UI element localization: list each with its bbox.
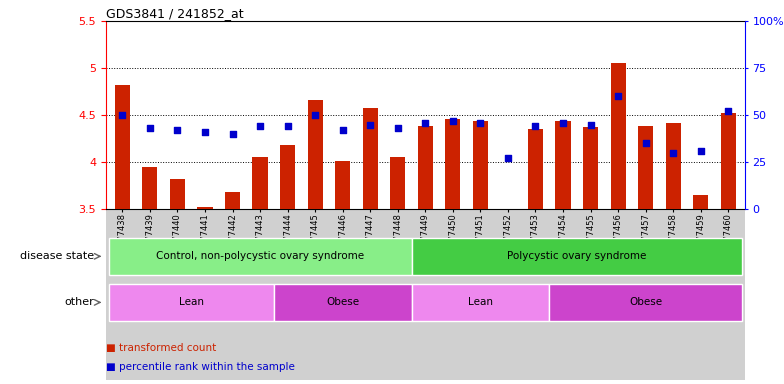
Point: [502, 156, 514, 162]
Bar: [335, 161, 350, 209]
Point: [336, 127, 349, 133]
Point: [143, 125, 156, 131]
Text: ■ percentile rank within the sample: ■ percentile rank within the sample: [106, 362, 295, 372]
Point: [254, 123, 267, 129]
Text: ■ transformed count: ■ transformed count: [106, 343, 216, 353]
Text: Polycystic ovary syndrome: Polycystic ovary syndrome: [507, 251, 647, 262]
Point: [391, 125, 404, 131]
Point: [171, 127, 183, 133]
Point: [667, 150, 680, 156]
Text: Control, non-polycystic ovary syndrome: Control, non-polycystic ovary syndrome: [156, 251, 364, 262]
Point: [364, 121, 376, 127]
Bar: [418, 126, 433, 209]
Text: Obese: Obese: [629, 297, 662, 308]
Text: other: other: [64, 297, 94, 308]
Point: [722, 108, 735, 114]
Text: Lean: Lean: [179, 297, 204, 308]
Bar: [693, 195, 708, 209]
Bar: [473, 121, 488, 209]
Bar: [252, 157, 267, 209]
Point: [281, 123, 294, 129]
Bar: [390, 157, 405, 209]
Bar: [611, 63, 626, 209]
Point: [584, 121, 597, 127]
Bar: [198, 207, 212, 209]
Bar: [363, 108, 378, 209]
Text: GDS3841 / 241852_at: GDS3841 / 241852_at: [106, 7, 244, 20]
Bar: [280, 145, 296, 209]
Text: disease state: disease state: [20, 251, 94, 262]
Point: [695, 148, 707, 154]
Text: Obese: Obese: [326, 297, 359, 308]
Bar: [666, 123, 681, 209]
Point: [227, 131, 239, 137]
Point: [198, 129, 211, 135]
Bar: [638, 126, 653, 209]
Bar: [307, 100, 323, 209]
Bar: [114, 85, 130, 209]
Bar: [143, 167, 158, 209]
Point: [612, 93, 624, 99]
Text: Lean: Lean: [468, 297, 493, 308]
Point: [640, 141, 652, 147]
Bar: [720, 113, 736, 209]
Point: [419, 120, 431, 126]
Bar: [225, 192, 240, 209]
Point: [309, 112, 321, 118]
Point: [474, 120, 487, 126]
Bar: [170, 179, 185, 209]
Point: [447, 118, 459, 124]
Bar: [500, 209, 516, 211]
Point: [529, 123, 542, 129]
Bar: [445, 119, 460, 209]
Point: [116, 112, 129, 118]
Bar: [555, 121, 571, 209]
Bar: [528, 129, 543, 209]
Point: [557, 120, 569, 126]
Bar: [583, 127, 598, 209]
